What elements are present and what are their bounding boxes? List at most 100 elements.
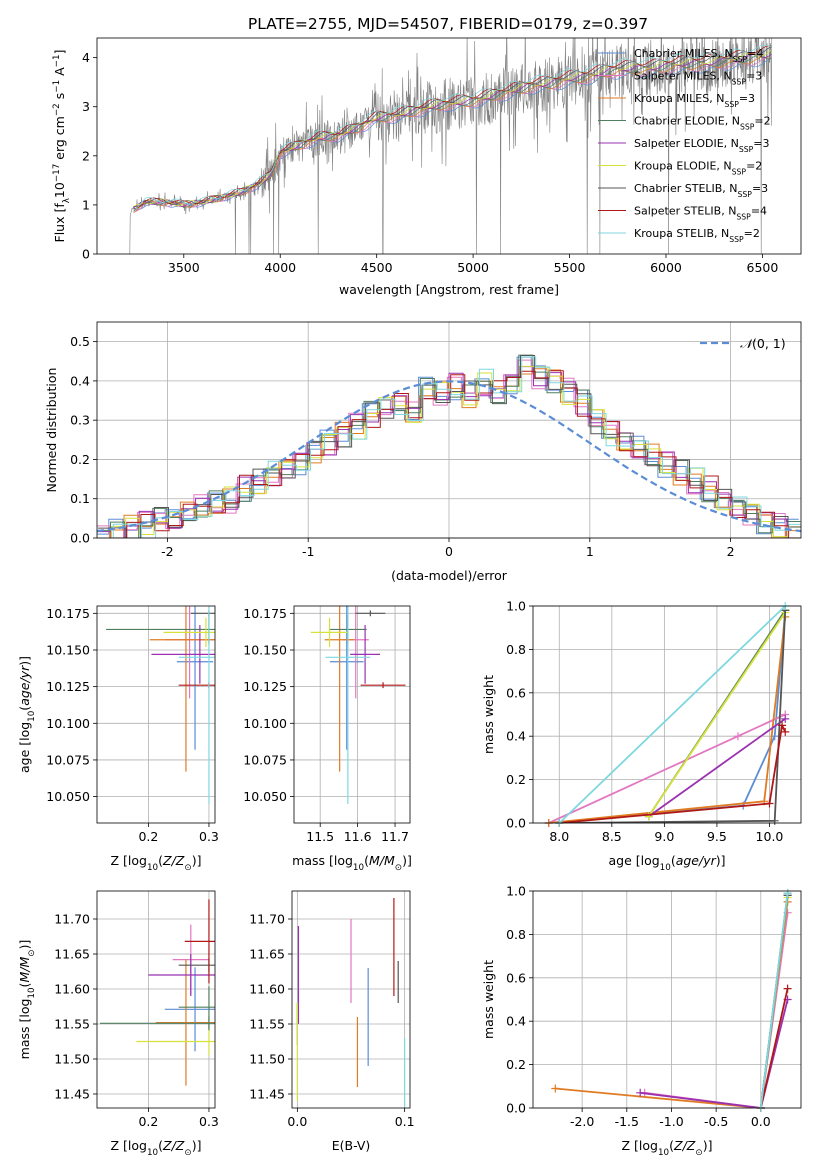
label-part: =2 xyxy=(754,115,770,128)
y-tick-label: 0.0 xyxy=(506,1101,526,1116)
label-part: ⊙ xyxy=(695,1148,702,1158)
mass-weight-line xyxy=(640,999,789,1108)
label-part: ( xyxy=(17,983,32,988)
model-spectrum xyxy=(133,54,772,209)
panels-layer: 3500 4000 4500 5000 5500 6000 6500 0 1 2 3 4 wavelen… xyxy=(17,37,802,1158)
label-part: 10 xyxy=(658,1148,669,1158)
label-part: =4 xyxy=(751,205,767,218)
label-part: ⊙ xyxy=(27,949,37,956)
residual-histogram xyxy=(97,366,801,538)
x-tick-label: 4500 xyxy=(361,260,393,275)
label-part: ( xyxy=(17,706,32,711)
label-part: Z [log xyxy=(622,1138,658,1153)
legend-label: Chabrier MILES, NSSP=4 xyxy=(634,47,763,64)
spectrum-panel: 3500 4000 4500 5000 5500 6000 6500 0 1 2 3 4 wavelen… xyxy=(52,37,802,297)
label-part: =2 xyxy=(746,160,762,173)
y-tick-label: 10.175 xyxy=(46,606,90,621)
age-vs-Z-panel: 0.2 0.3 10.050 10.075 10.100 10.125 10.150 10.1… xyxy=(17,605,219,873)
label-part: −1 xyxy=(52,54,62,67)
y-tick-label: 3 xyxy=(82,99,90,114)
label-part: Chabrier STELIB, N xyxy=(634,182,738,195)
x-tick-label: 0.1 xyxy=(395,1114,415,1129)
residual-histogram xyxy=(97,354,801,538)
label-part: Salpeter ELODIE, N xyxy=(634,137,739,150)
x-tick-label: 0.3 xyxy=(199,1114,219,1129)
x-tick-label: 11.5 xyxy=(306,829,334,844)
y-tick-label: 0.4 xyxy=(70,373,90,388)
y-tick-label: 10.150 xyxy=(46,642,90,657)
mass-weight-line xyxy=(559,722,787,823)
legend-label: Kroupa ELODIE, NSSP=2 xyxy=(634,160,762,177)
label-part: Salpeter STELIB, N xyxy=(634,205,736,218)
y-tick-label: 10.100 xyxy=(46,716,90,731)
label-part: =3 xyxy=(752,182,768,195)
y-tick-label: 11.55 xyxy=(54,1017,90,1032)
x-tick-label: 6000 xyxy=(650,260,682,275)
y-tick-label: 0 xyxy=(82,247,90,262)
y-axis-label: mass [log10(M/M⊙)] xyxy=(17,940,37,1060)
y-tick-label: 10.150 xyxy=(243,642,287,657)
axes-frame xyxy=(96,321,802,539)
label-part: −2 xyxy=(52,103,62,116)
label-part: ( xyxy=(158,853,163,868)
x-tick-label: 2 xyxy=(727,544,735,559)
x-tick-label: 10.0 xyxy=(756,829,784,844)
label-part: Salpeter MILES, N xyxy=(634,70,732,83)
label-part: ] xyxy=(52,50,67,55)
data-marker xyxy=(765,799,774,808)
x-tick-label: -2 xyxy=(161,544,173,559)
model-spectrum xyxy=(133,46,772,208)
massweight-vs-age-panel: 8.0 8.5 9.0 9.5 10.0 0.0 0.2 0.4 0.6 0.8 1.0 age [l… xyxy=(481,599,802,873)
label-part: mass [log xyxy=(292,853,353,868)
x-tick-label: -1.0 xyxy=(659,1114,683,1129)
figure-title: PLATE=2755, MJD=54507, FIBERID=0179, z=0… xyxy=(248,15,648,33)
label-part: )] xyxy=(17,940,32,950)
x-tick-label: 6500 xyxy=(747,260,779,275)
label-part: SSP xyxy=(738,190,753,199)
label-part: (data-model)/error xyxy=(391,568,508,583)
x-tick-label: 11.7 xyxy=(381,829,409,844)
y-tick-label: 0.3 xyxy=(70,413,90,428)
label-part: ( xyxy=(669,1138,674,1153)
label-part: Flux [f xyxy=(52,203,67,243)
mass-weight-line xyxy=(558,606,786,823)
legend-label: Salpeter STELIB, NSSP=4 xyxy=(634,205,767,222)
label-part: ⊙ xyxy=(395,863,402,873)
y-tick-label: 4 xyxy=(82,50,90,65)
label-part: −1 xyxy=(52,80,62,93)
observed-spectrum xyxy=(129,38,773,254)
label-part: )] xyxy=(716,853,726,868)
label-part: Normed distribution xyxy=(44,368,59,493)
mass-weight-line xyxy=(647,611,786,818)
residuals-panel: -2 -1 0 1 2 0.0 0.1 0.2 0.3 0.4 0.5 𝒩(0, 1) (data-mo… xyxy=(44,321,802,583)
residual-histogram xyxy=(98,355,801,538)
y-tick-label: 10.050 xyxy=(243,789,287,804)
y-axis-label: age [log10(age/yr)] xyxy=(17,656,37,773)
label-part: age/yr xyxy=(676,853,717,868)
x-tick-label: 8.5 xyxy=(602,829,622,844)
data-marker xyxy=(778,721,787,730)
residual-histogram xyxy=(99,356,801,538)
data-marker xyxy=(733,732,742,741)
x-tick-label: 9.5 xyxy=(707,829,727,844)
y-tick-label: 11.60 xyxy=(54,982,90,997)
y-tick-label: 11.50 xyxy=(54,1052,90,1067)
mass-weight-line xyxy=(648,718,786,818)
label-part: mass [log xyxy=(17,999,32,1060)
y-tick-label: 11.45 xyxy=(249,1087,285,1102)
label-part: SSP xyxy=(740,122,755,131)
y-tick-label: 10.125 xyxy=(46,679,90,694)
label-part: wavelength [Angstrom, rest frame] xyxy=(339,282,559,297)
massweight-vs-Z-panel: -2.0 -1.5 -1.0 -0.5 0.0 0.0 0.2 0.4 0.6 0.8 1.0 Z [… xyxy=(481,884,802,1158)
y-tick-label: 10.175 xyxy=(243,606,287,621)
y-tick-label: 10.050 xyxy=(46,789,90,804)
mass-vs-Z-panel: 0.2 0.3 11.45 11.50 11.55 11.60 11.65 11.70 Z [l… xyxy=(17,890,219,1158)
label-part: Kroupa STELIB, N xyxy=(634,227,729,240)
y-axis-label: Normed distribution xyxy=(44,368,59,493)
label-part: )] xyxy=(703,1138,713,1153)
label-part: =3 xyxy=(739,92,755,105)
x-tick-label: -2.0 xyxy=(570,1114,594,1129)
axes-frame xyxy=(291,890,411,1109)
y-tick-label: 0.5 xyxy=(70,334,90,349)
label-part: (0, 1) xyxy=(752,336,786,351)
